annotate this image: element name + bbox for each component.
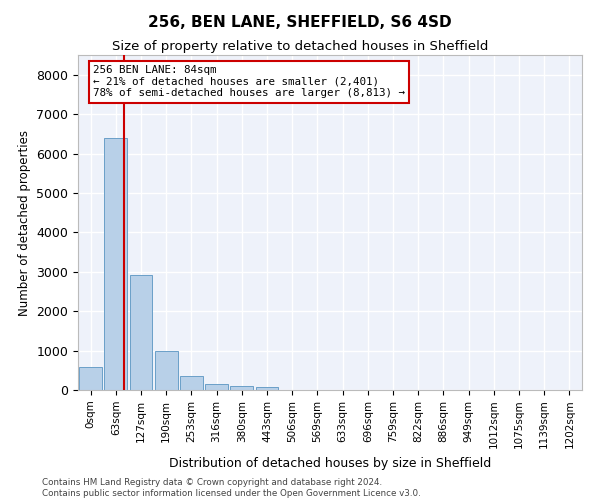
Bar [205, 384, 228, 390]
Bar [256, 387, 278, 390]
X-axis label: Distribution of detached houses by size in Sheffield: Distribution of detached houses by size … [169, 457, 491, 470]
Bar [180, 376, 203, 390]
Text: Contains HM Land Registry data © Crown copyright and database right 2024.
Contai: Contains HM Land Registry data © Crown c… [42, 478, 421, 498]
Bar [230, 386, 253, 390]
Bar [79, 367, 102, 390]
Text: 256, BEN LANE, SHEFFIELD, S6 4SD: 256, BEN LANE, SHEFFIELD, S6 4SD [148, 15, 452, 30]
Text: 256 BEN LANE: 84sqm
← 21% of detached houses are smaller (2,401)
78% of semi-det: 256 BEN LANE: 84sqm ← 21% of detached ho… [93, 65, 405, 98]
Text: Size of property relative to detached houses in Sheffield: Size of property relative to detached ho… [112, 40, 488, 53]
Bar [104, 138, 127, 390]
Bar [130, 275, 152, 390]
Bar [155, 352, 178, 390]
Y-axis label: Number of detached properties: Number of detached properties [18, 130, 31, 316]
